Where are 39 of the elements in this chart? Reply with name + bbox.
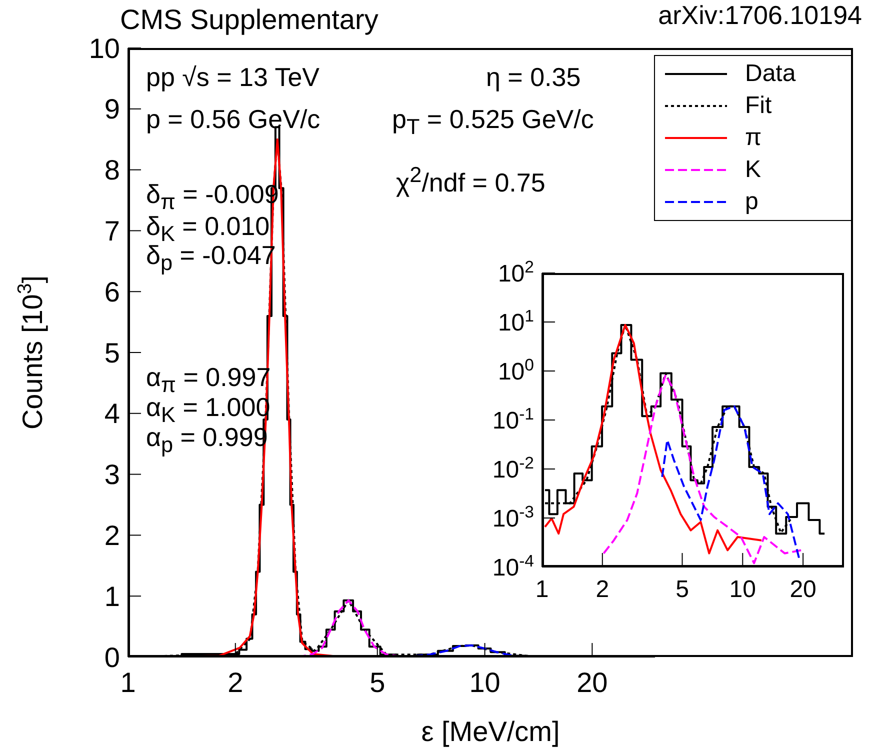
y-tick-label: 10$^{2}$: [498, 256, 534, 288]
legend-label: Fit: [745, 92, 772, 120]
y-tick-label: 10$^{0}$: [498, 354, 534, 386]
y-tick-label: 10$^{-3}$: [492, 502, 534, 532]
x-tick-label: 10: [729, 576, 756, 603]
annotation: η = 0.35: [486, 62, 581, 92]
y-tick-label: 10$^{-1}$: [492, 404, 534, 434]
y-tick-label: 0: [104, 642, 120, 673]
x-tick-label: 10: [469, 667, 500, 698]
x-tick-label: 5: [370, 667, 386, 698]
x-axis-title: ε [MeV/cm]: [421, 716, 560, 747]
y-tick-label: 10$^{-4}$: [492, 550, 534, 582]
legend-label: Data: [745, 60, 796, 88]
y-tick-label: 10$^{-2}$: [492, 452, 534, 484]
chart-title: CMS Supplementary: [120, 4, 378, 36]
annotation: χ$^{2}$/ndf = 0.75: [396, 161, 546, 198]
y-tick-label: 4: [104, 398, 120, 430]
annotation: pp √s = 13 TeV: [146, 62, 320, 92]
legend-label: p: [745, 188, 758, 216]
y-tick-label: 9: [104, 94, 120, 125]
y-tick-label: 7: [104, 216, 120, 246]
legend-label: π: [745, 124, 762, 152]
annotation: δ$_{K}$ = 0.010: [146, 211, 270, 246]
y-tick-label: 10: [88, 32, 120, 64]
y-tick-label: 5: [104, 337, 120, 368]
y-tick-label: 6: [104, 276, 120, 308]
y-tick-label: 2: [104, 520, 120, 551]
x-tick-label: 20: [790, 576, 816, 603]
x-tick-label: 2: [228, 667, 244, 698]
annotation: p$_{T}$ = 0.525 GeV/c: [392, 104, 594, 142]
y-tick-label: 10$^{1}$: [498, 306, 534, 336]
y-tick-label: 3: [104, 459, 120, 490]
x-tick-label: 5: [676, 576, 689, 603]
annotation: p = 0.56 GeV/c: [146, 104, 320, 134]
text: arXiv:1706.10194: [658, 0, 862, 30]
x-tick-label: 2: [596, 576, 610, 603]
x-tick-label: 20: [576, 667, 608, 698]
y-tick-label: 8: [104, 154, 120, 186]
legend-label: K: [745, 156, 762, 184]
